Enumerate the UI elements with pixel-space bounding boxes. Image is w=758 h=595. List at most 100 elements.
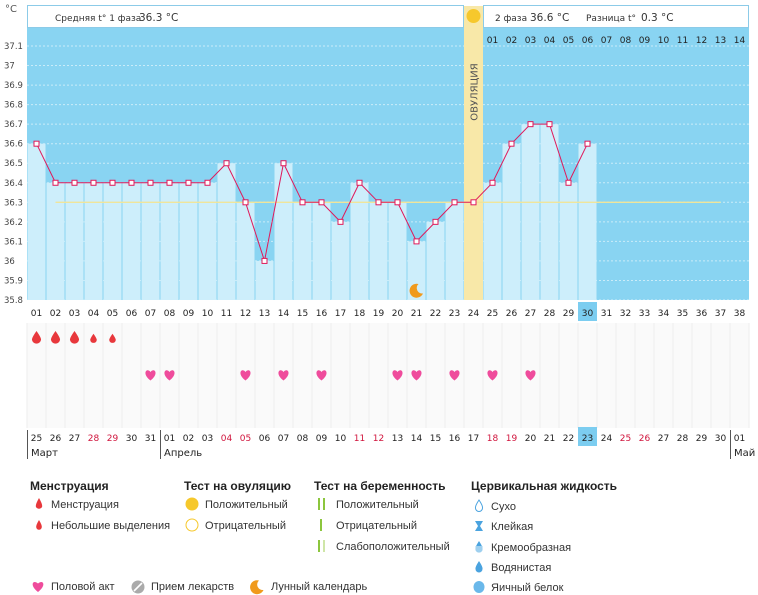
watery-icon (475, 561, 483, 573)
legend-cervical-sticky: Клейкая (491, 521, 534, 533)
cycle-day-label: 29 (563, 309, 575, 319)
temperature-point (166, 179, 173, 186)
temperature-point (413, 238, 420, 245)
temperature-bar (103, 182, 122, 300)
cycle-day-label: 36 (696, 309, 708, 319)
cycle-day-label: 07 (145, 309, 156, 319)
temperature-bar (369, 202, 388, 300)
cycle-day-label: 30 (582, 309, 594, 319)
date-label: 29 (696, 434, 708, 444)
drop-icon (90, 333, 97, 343)
legend-medicine: Прием лекарств (151, 581, 235, 593)
y-tick-label: 36.2 (4, 218, 23, 228)
phase2-day-label: 09 (639, 36, 651, 46)
legend-ovulation-test-title: Тест на овуляцию (184, 479, 291, 493)
date-label: 21 (544, 434, 555, 444)
month-label: Май (734, 448, 755, 459)
temperature-point (375, 199, 382, 206)
date-label: 18 (487, 434, 499, 444)
temperature-point (432, 218, 439, 225)
phase2-day-label: 02 (506, 36, 517, 46)
temperature-point (52, 179, 59, 186)
temperature-bar (312, 202, 331, 300)
cycle-day-label: 37 (715, 309, 726, 319)
egg-white-icon (473, 581, 485, 593)
y-tick-label: 36.5 (4, 159, 23, 169)
temperature-bar (350, 182, 369, 300)
phase1-box (27, 5, 464, 28)
legend-intercourse: Половой акт (51, 581, 115, 593)
dry-icon (474, 499, 484, 512)
sun-icon (466, 9, 481, 23)
heart-icon (525, 370, 536, 381)
cycle-day-label: 06 (126, 309, 138, 319)
phase2-day-label: 04 (544, 36, 556, 46)
heart-icon (487, 370, 498, 381)
temperature-point (451, 199, 458, 206)
temperature-bar (122, 182, 141, 300)
drop-icon (69, 331, 80, 344)
date-label: 27 (69, 434, 80, 444)
temperature-point (185, 179, 192, 186)
legend-cervical-creamy: Кремообразная (491, 542, 572, 554)
cycle-day-label: 27 (525, 309, 536, 319)
negative-test-icon (185, 518, 199, 532)
cycle-day-label: 18 (354, 309, 366, 319)
y-tick-label: 36.6 (4, 140, 23, 150)
cycle-day-label: 15 (297, 309, 308, 319)
y-tick-label: 36.4 (4, 179, 23, 189)
heart-icon (32, 581, 44, 592)
current-date-highlight (578, 427, 597, 446)
temperature-bar (578, 143, 597, 300)
cycle-day-label: 32 (620, 309, 631, 319)
legend-cervical-title: Цервикальная жидкость (471, 479, 618, 493)
date-label: 19 (506, 434, 518, 444)
moon-icon (409, 283, 423, 298)
temperature-bar (198, 182, 217, 300)
date-label: 25 (31, 434, 42, 444)
temperature-point (299, 199, 306, 206)
ovulation-label: ОВУЛЯЦИЯ (470, 63, 481, 121)
date-label: 04 (221, 434, 233, 444)
cycle-day-label: 28 (544, 309, 556, 319)
cycle-day-label: 13 (259, 309, 270, 319)
temperature-bar (160, 182, 179, 300)
phase2-day-label: 07 (601, 36, 612, 46)
plot-area: ОВУЛЯЦИЯ (27, 6, 749, 301)
cycle-day-label: 08 (164, 309, 176, 319)
sticky-icon (475, 521, 483, 531)
y-tick-label: 36.7 (4, 120, 23, 130)
temperature-point (489, 179, 496, 186)
temperature-bar (445, 202, 464, 300)
legend-moon: Лунный календарь (271, 581, 368, 593)
temperature-bar (426, 221, 445, 300)
faint-lines-icon (318, 540, 325, 552)
calendar-dates: 25 26 27 28 29 30 31 01 02 03 04 05 06 07 08 09 10 11 12 13… (27, 427, 755, 459)
heart-icon (411, 370, 422, 381)
temperature-point (109, 179, 116, 186)
cycle-day-label: 19 (373, 309, 385, 319)
date-label: 12 (373, 434, 384, 444)
date-label: 07 (278, 434, 289, 444)
temperature-bar (274, 163, 293, 300)
temperature-point (261, 257, 268, 264)
legend-ovulation-negative: Отрицательный (205, 520, 286, 532)
date-label: 23 (582, 434, 593, 444)
temperature-point (527, 121, 534, 128)
temperature-point (318, 199, 325, 206)
temperature-bar (407, 241, 426, 300)
temperature-point (508, 140, 515, 147)
bbt-chart: ОВУЛЯЦИЯ °C 37.1 37 36.9 36.8 36.7 36.6 36.5 36.… (4, 4, 755, 459)
date-label: 01 (164, 434, 175, 444)
two-lines-icon (318, 498, 325, 510)
phase1-avg-label: Средняя t° 1 фаза (55, 14, 141, 24)
legend-menstruation-title: Менструация (30, 479, 109, 493)
cycle-day-label: 20 (392, 309, 404, 319)
diff-value: 0.3 °C (641, 12, 674, 24)
temperature-point (565, 179, 572, 186)
date-label: 06 (259, 434, 271, 444)
cycle-day-label: 12 (240, 309, 251, 319)
y-axis: °C 37.1 37 36.9 36.8 36.7 36.6 36.5 36.4 36.3 36.2… (4, 4, 23, 306)
creamy-icon (475, 541, 483, 553)
temperature-point (584, 140, 591, 147)
